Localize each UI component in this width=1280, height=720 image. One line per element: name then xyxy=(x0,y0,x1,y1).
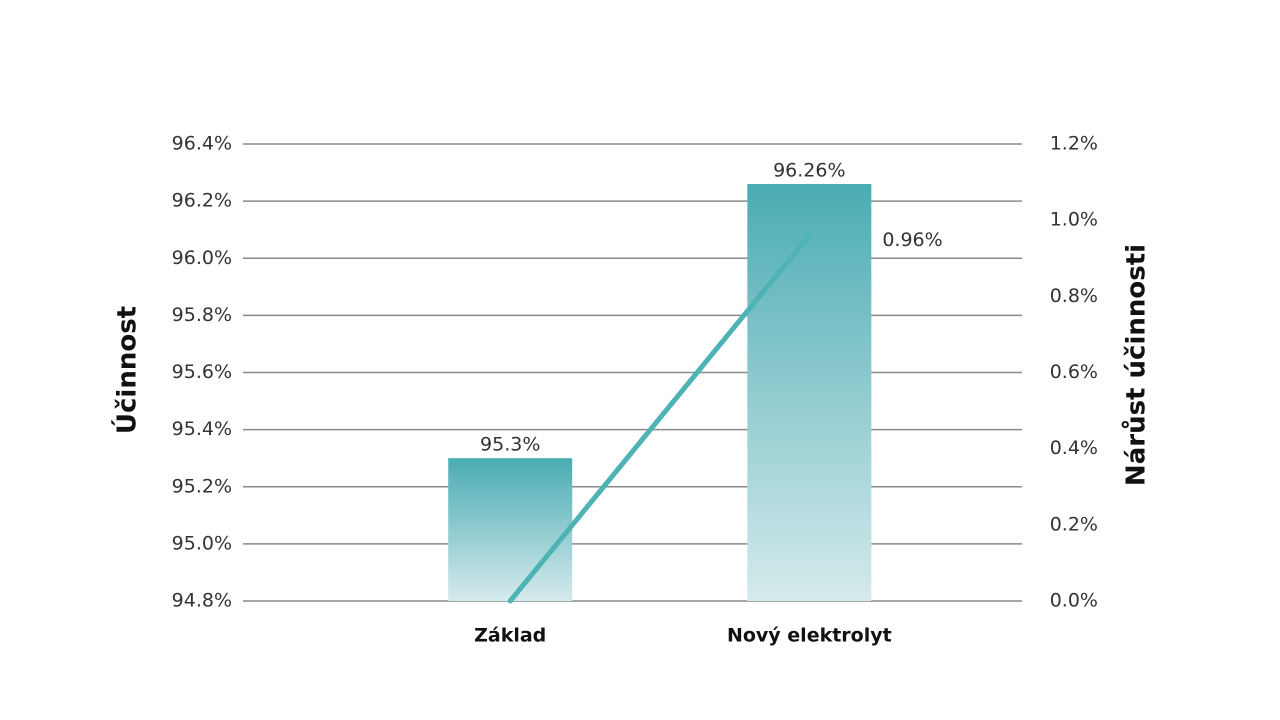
y-tick-label: 96.0% xyxy=(172,247,232,269)
y2-tick-label: 0.4% xyxy=(1050,437,1098,459)
y-tick-label: 96.2% xyxy=(172,190,232,212)
y2-tick-label: 1.0% xyxy=(1050,209,1098,231)
y2-tick-label: 0.8% xyxy=(1050,285,1098,307)
y-tick-label: 94.8% xyxy=(172,590,232,612)
bar xyxy=(747,183,872,602)
y2-tick-label: 0.2% xyxy=(1050,513,1098,535)
y-tick-label: 95.0% xyxy=(172,532,232,554)
y2-tick-label: 0.6% xyxy=(1050,361,1098,383)
y-tick-label: 95.6% xyxy=(172,361,232,383)
y-axis-title: Účinnost xyxy=(111,306,143,434)
y-tick-label: 95.8% xyxy=(172,304,232,326)
value-label: 95.3% xyxy=(480,434,540,456)
y-tick-label: 95.4% xyxy=(172,418,232,440)
y2-axis-title: Nárůst účinnosti xyxy=(1121,244,1152,486)
x-tick-label: Nový elektrolyt xyxy=(727,625,892,647)
line xyxy=(507,232,812,604)
value-label: 96.26% xyxy=(773,159,845,181)
value-label: 0.96% xyxy=(882,229,942,251)
y-tick-label: 95.2% xyxy=(172,475,232,497)
bar xyxy=(448,458,573,601)
y2-tick-label: 1.2% xyxy=(1050,133,1098,155)
x-tick-label: Základ xyxy=(474,625,546,647)
y-tick-label: 96.4% xyxy=(172,133,232,155)
y2-tick-label: 0.0% xyxy=(1050,590,1098,612)
